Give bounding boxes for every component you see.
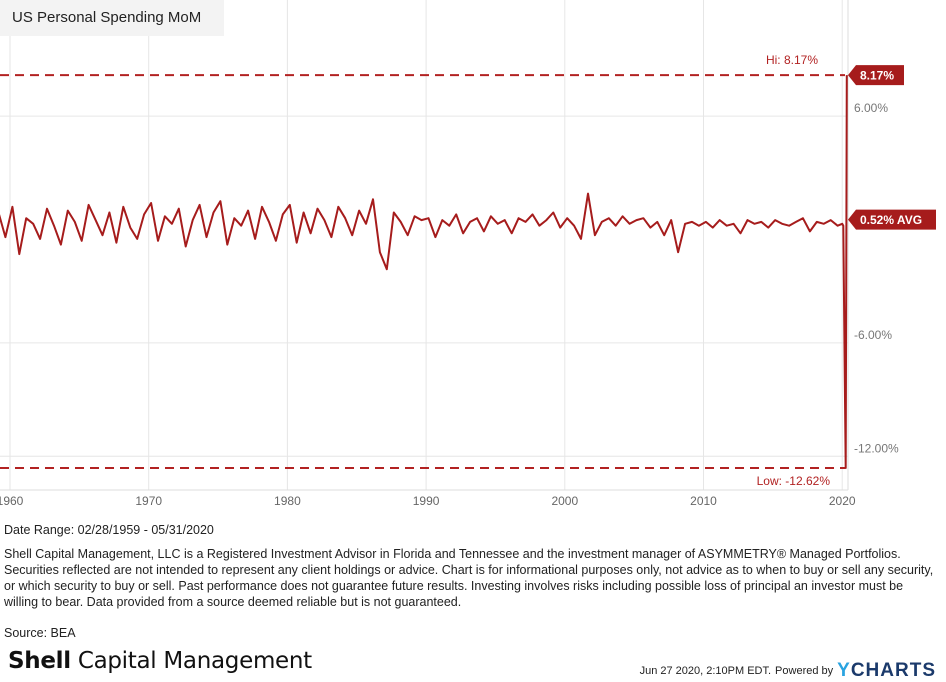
hi-label: Hi: 8.17% <box>766 53 818 67</box>
date-range: Date Range: 02/28/1959 - 05/31/2020 <box>4 523 214 537</box>
y-tick-label: -12.00% <box>854 441 899 455</box>
x-tick-label: 2000 <box>551 494 578 508</box>
disclaimer: Shell Capital Management, LLC is a Regis… <box>4 547 934 609</box>
y-tick-label: -6.00% <box>854 328 892 342</box>
x-tick-label: 2010 <box>690 494 717 508</box>
x-tick-label: 2020 <box>829 494 856 508</box>
hi-tag: 8.17% <box>860 69 894 83</box>
x-tick-label: 1960 <box>0 494 24 508</box>
shell-logo: Shell Capital Management <box>8 648 312 674</box>
timestamp: Jun 27 2020, 2:10PM EDT. <box>639 665 772 677</box>
powered-by: Powered by <box>775 665 834 677</box>
low-label: Low: -12.62% <box>757 474 831 488</box>
source: Source: BEA <box>4 626 76 640</box>
chart-title: US Personal Spending MoM <box>0 0 224 36</box>
hi-tag-bg <box>848 65 904 86</box>
avg-tag: 0.52% AVG <box>860 213 922 227</box>
x-tick-label: 1980 <box>274 494 301 508</box>
footer-stamp: Jun 27 2020, 2:10PM EDT. Powered by YCHA… <box>640 660 936 682</box>
x-tick-label: 1970 <box>135 494 162 508</box>
series-line <box>0 75 848 469</box>
x-tick-label: 1990 <box>413 494 440 508</box>
ycharts-logo[interactable]: YCHARTS <box>837 660 936 681</box>
avg-tag-bg <box>848 209 936 230</box>
chart: 1960 1970 1980 1990 2000 2010 2020 6.00% -6.00% -… <box>0 0 936 508</box>
y-tick-label: 6.00% <box>854 101 888 115</box>
